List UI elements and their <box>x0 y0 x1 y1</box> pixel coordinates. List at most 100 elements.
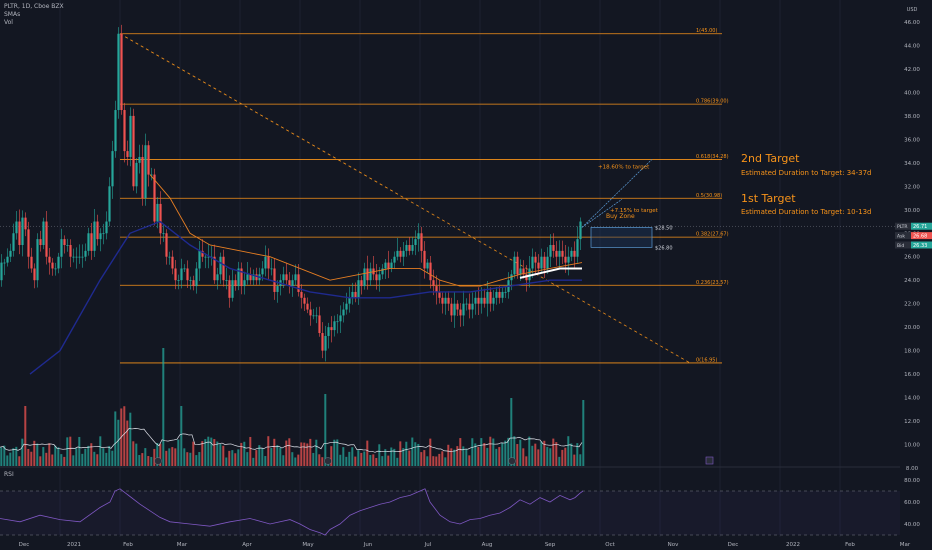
volume-bar <box>153 448 156 466</box>
candle-body <box>132 115 135 187</box>
volume-bar <box>12 448 15 466</box>
volume-bar <box>366 440 369 466</box>
price-tick: 34.00 <box>904 161 920 167</box>
candle-body <box>69 245 72 257</box>
volume-bar <box>495 448 498 466</box>
candle-body <box>75 256 78 258</box>
candle-body <box>543 256 546 269</box>
volume-bar <box>315 439 318 466</box>
candle-body <box>366 268 369 281</box>
candle-body <box>126 151 129 157</box>
price-tick: 10.00 <box>904 443 920 449</box>
volume-bar <box>261 448 264 466</box>
price-tick: 40.00 <box>904 90 920 96</box>
volume-bar <box>117 419 120 466</box>
volume-bar <box>267 436 270 466</box>
volume-bar <box>285 440 288 466</box>
volume-bar <box>330 446 333 466</box>
candle-body <box>423 250 426 269</box>
candle-body <box>570 250 573 257</box>
sma-indicator-label[interactable]: SMAs <box>4 11 21 18</box>
candle-body <box>171 256 174 269</box>
candle-body <box>54 268 57 270</box>
volume-bar <box>264 456 267 466</box>
volume-bar <box>123 406 126 466</box>
volume-bar <box>291 452 294 466</box>
projection-line-2 <box>581 159 653 228</box>
time-tick: Apr <box>242 542 252 548</box>
candle-body <box>108 186 111 222</box>
volume-bar <box>270 447 273 466</box>
time-tick: Jun <box>363 542 373 548</box>
candle-body <box>402 250 405 257</box>
volume-bar <box>219 443 222 466</box>
candle-body <box>45 221 48 257</box>
volume-bar <box>237 449 240 466</box>
candle-body <box>189 280 192 282</box>
volume-bar <box>555 442 558 466</box>
price-tick: 32.00 <box>904 184 920 190</box>
rsi-indicator-label[interactable]: RSI <box>4 471 14 478</box>
earnings-marker <box>508 457 516 465</box>
candle-body <box>390 262 393 269</box>
volume-bar <box>39 456 42 466</box>
price-tick: 16.00 <box>904 372 920 378</box>
sma-long-line <box>29 220 582 375</box>
candle-body <box>135 162 138 187</box>
time-tick: 2021 <box>67 542 81 548</box>
price-tick: 44.00 <box>904 43 920 49</box>
price-tag-value-bg <box>911 241 932 249</box>
volume-bar <box>81 453 84 466</box>
fib-level-label: 0.618(34.28) <box>696 154 729 160</box>
candle-body <box>468 303 471 310</box>
volume-bar <box>393 448 396 466</box>
volume-bar <box>168 448 171 466</box>
volume-bar <box>558 456 561 466</box>
candle-body <box>465 303 468 305</box>
projection-line-1 <box>581 198 623 228</box>
candle-body <box>354 291 357 298</box>
volume-bar <box>429 438 432 466</box>
volume-bar <box>297 454 300 466</box>
volume-bar <box>90 443 93 466</box>
volume-bar <box>243 441 246 466</box>
volume-indicator-label[interactable]: Vol <box>4 19 13 26</box>
candle-body <box>273 268 276 292</box>
candle-body <box>117 33 120 111</box>
candle-body <box>567 256 570 263</box>
time-tick: Dec <box>728 542 739 548</box>
volume-bar <box>582 400 585 466</box>
candle-body <box>27 229 30 257</box>
volume-bar <box>48 443 51 466</box>
volume-bar <box>369 454 372 466</box>
fib-level-label: 0(16.95) <box>696 357 717 363</box>
candle-body <box>294 274 297 281</box>
candle-body <box>339 315 342 322</box>
volume-bar <box>468 455 471 466</box>
volume-bar <box>69 436 72 466</box>
candle-body <box>498 291 501 298</box>
volume-bar <box>30 451 33 466</box>
price-tag-value-bg <box>911 222 932 230</box>
upcoming-event-marker <box>705 456 714 465</box>
candle-body <box>207 256 210 258</box>
volume-bar <box>579 454 582 466</box>
candle-body <box>150 174 153 176</box>
candle-body <box>534 256 537 263</box>
candle-body <box>90 233 93 251</box>
candle-body <box>450 303 453 316</box>
time-tick: 2022 <box>786 542 800 548</box>
volume-bar <box>18 456 21 466</box>
candle-body <box>360 280 363 287</box>
price-tick: 26.00 <box>904 255 920 261</box>
volume-bar <box>207 436 210 466</box>
price-tick: 8.00 <box>906 466 919 472</box>
earnings-marker <box>324 457 332 465</box>
time-tick: Oct <box>605 542 615 548</box>
candle-body <box>309 309 312 316</box>
candle-body <box>441 297 444 304</box>
price-tick: 24.00 <box>904 278 920 284</box>
volume-bar <box>174 448 177 466</box>
volume-bar <box>453 449 456 466</box>
